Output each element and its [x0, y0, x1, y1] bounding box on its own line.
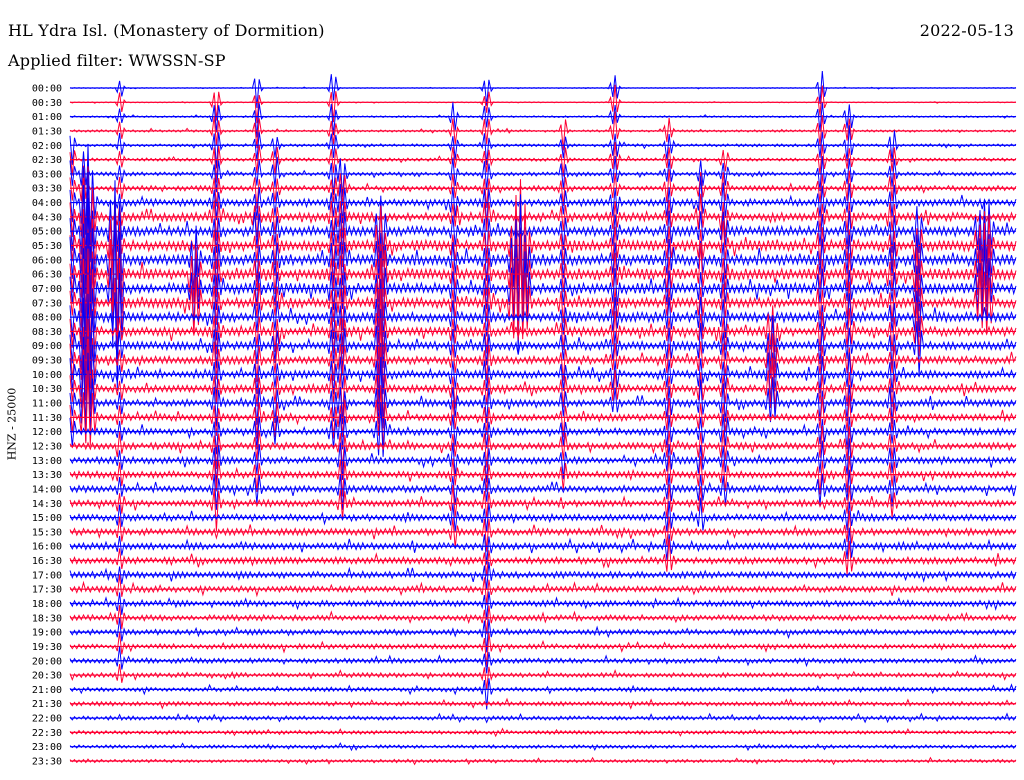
seismic-trace-0730 [69, 234, 1017, 380]
seismic-trace-0330 [69, 165, 1017, 209]
seismic-trace-1800 [69, 591, 1017, 620]
seismic-trace-1900 [69, 618, 1017, 653]
row-tick-label: 21:30 [32, 699, 62, 710]
row-tick-label: 18:30 [32, 613, 62, 624]
row-tick-label: 05:30 [32, 241, 62, 252]
row-tick-label: 10:00 [32, 370, 62, 381]
row-tick-label: 08:00 [32, 313, 62, 324]
row-tick-label: 20:30 [32, 671, 62, 682]
seismic-trace-1330 [69, 455, 1017, 497]
row-tick-label: 07:30 [32, 298, 62, 309]
seismic-trace-1830 [69, 605, 1017, 635]
row-tick-label: 00:00 [32, 84, 62, 95]
row-tick-label: 03:00 [32, 169, 62, 180]
seismic-trace-0800 [69, 272, 1017, 383]
row-tick-label: 16:30 [32, 556, 62, 567]
row-tick-label: 05:00 [32, 227, 62, 238]
seismic-trace-2300 [69, 742, 1017, 752]
seismic-trace-0500 [69, 172, 1017, 267]
row-tick-label: 14:00 [32, 484, 62, 495]
seismic-trace-2130 [69, 697, 1017, 710]
seismic-trace-0830 [69, 274, 1017, 381]
row-tick-label: 22:00 [32, 714, 62, 725]
tick-label-layer: 00:00 00:30 01:00 01:30 02:00 02:30 03:00 03:30… [32, 84, 62, 768]
row-tick-label: 20:00 [32, 656, 62, 667]
seismic-trace-2200 [69, 712, 1017, 724]
row-tick-label: 11:30 [32, 413, 62, 424]
seismic-trace-1930 [69, 632, 1017, 668]
row-tick-label: 22:30 [32, 728, 62, 739]
row-tick-label: 02:30 [32, 155, 62, 166]
seismic-trace-0900 [69, 293, 1017, 396]
row-tick-label: 09:00 [32, 341, 62, 352]
row-tick-label: 14:30 [32, 499, 62, 510]
seismic-trace-1130 [69, 370, 1017, 451]
row-tick-label: 06:00 [32, 255, 62, 266]
row-tick-label: 19:00 [32, 628, 62, 639]
row-tick-label: 16:00 [32, 542, 62, 553]
row-tick-label: 04:00 [32, 198, 62, 209]
seismic-trace-1000 [69, 336, 1017, 433]
row-tick-label: 02:00 [32, 141, 62, 152]
seismic-trace-1100 [69, 352, 1017, 442]
row-tick-label: 13:00 [32, 456, 62, 467]
row-tick-label: 12:00 [32, 427, 62, 438]
row-tick-label: 06:30 [32, 270, 62, 281]
row-tick-label: 08:30 [32, 327, 62, 338]
row-tick-label: 21:00 [32, 685, 62, 696]
seismic-trace-0400 [69, 144, 1017, 242]
row-tick-label: 12:30 [32, 441, 62, 452]
seismic-trace-1400 [69, 469, 1017, 510]
seismic-trace-0930 [69, 317, 1017, 401]
filter-label: Applied filter: WWSSN-SP [8, 51, 226, 70]
row-tick-label: 17:30 [32, 585, 62, 596]
row-tick-label: 09:30 [32, 356, 62, 367]
row-tick-label: 18:00 [32, 599, 62, 610]
row-tick-label: 23:30 [32, 757, 62, 768]
row-tick-label: 19:30 [32, 642, 62, 653]
seismic-trace-0530 [69, 179, 1017, 297]
row-tick-label: 03:30 [32, 184, 62, 195]
row-tick-label: 17:00 [32, 570, 62, 581]
row-tick-label: 04:30 [32, 212, 62, 223]
seismic-trace-0200 [69, 125, 1017, 169]
record-date: 2022-05-13 [919, 21, 1014, 40]
row-tick-label: 10:30 [32, 384, 62, 395]
seismic-trace-1600 [69, 527, 1017, 565]
seismic-trace-2330 [69, 756, 1017, 766]
seismic-trace-1230 [69, 425, 1017, 471]
row-tick-label: 00:30 [32, 98, 62, 109]
seismic-trace-0300 [69, 151, 1017, 198]
seismic-trace-1430 [69, 484, 1017, 532]
row-tick-label: 23:00 [32, 742, 62, 753]
seismic-trace-0700 [69, 202, 1017, 391]
seismic-trace-0630 [69, 203, 1017, 354]
seismic-trace-2000 [69, 646, 1017, 674]
seismic-trace-1500 [69, 497, 1017, 533]
seismic-trace-2100 [69, 678, 1017, 710]
seismic-trace-1630 [69, 538, 1017, 577]
seismic-trace-0430 [69, 166, 1017, 262]
seismic-trace-1200 [69, 401, 1017, 457]
seismic-trace-1730 [69, 574, 1017, 606]
station-title: HL Ydra Isl. (Monastery of Dormition) [8, 21, 325, 40]
trace-layer [69, 70, 1017, 766]
row-tick-label: 01:30 [32, 126, 62, 137]
seismic-trace-1300 [69, 438, 1017, 485]
seismic-trace-1030 [69, 338, 1017, 439]
seismic-trace-2230 [69, 727, 1017, 738]
seismic-trace-0230 [69, 142, 1017, 183]
row-tick-label: 15:30 [32, 527, 62, 538]
row-tick-label: 01:00 [32, 112, 62, 123]
seismic-trace-2030 [69, 664, 1017, 691]
row-tick-label: 15:00 [32, 513, 62, 524]
row-tick-label: 07:00 [32, 284, 62, 295]
row-tick-label: 11:00 [32, 399, 62, 410]
row-tick-label: 13:30 [32, 470, 62, 481]
seismic-trace-0600 [69, 180, 1017, 349]
seismic-trace-1700 [69, 562, 1017, 590]
seismic-trace-1530 [69, 510, 1017, 552]
